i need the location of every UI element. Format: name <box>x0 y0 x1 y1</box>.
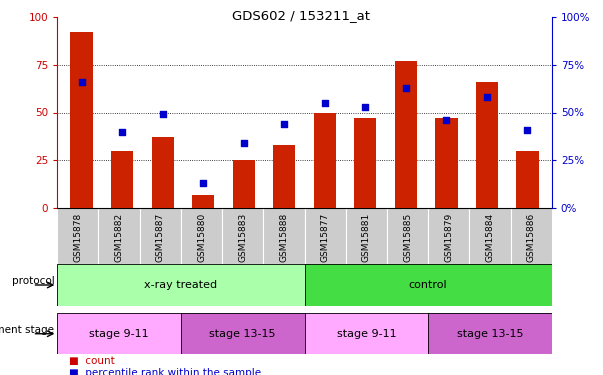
Text: GSM15880: GSM15880 <box>197 213 206 262</box>
Bar <box>305 264 552 306</box>
Text: ■  percentile rank within the sample: ■ percentile rank within the sample <box>69 368 262 375</box>
Text: GSM15885: GSM15885 <box>403 213 412 262</box>
Bar <box>222 208 264 264</box>
Text: GSM15879: GSM15879 <box>444 213 453 262</box>
Bar <box>435 118 458 208</box>
Text: GSM15886: GSM15886 <box>526 213 535 262</box>
Bar <box>273 145 295 208</box>
Bar <box>387 208 428 264</box>
Bar <box>511 208 552 264</box>
Text: GSM15878: GSM15878 <box>74 213 83 262</box>
Bar <box>305 313 428 354</box>
Point <box>523 127 532 133</box>
Bar <box>305 208 346 264</box>
Bar <box>151 137 174 208</box>
Point <box>320 100 330 106</box>
Bar <box>469 208 511 264</box>
Text: GSM15888: GSM15888 <box>279 213 288 262</box>
Bar <box>181 313 305 354</box>
Bar <box>314 112 336 208</box>
Bar <box>264 208 305 264</box>
Text: stage 13-15: stage 13-15 <box>209 329 276 339</box>
Text: x-ray treated: x-ray treated <box>144 280 218 290</box>
Bar <box>395 61 417 208</box>
Point <box>279 121 289 127</box>
Text: GSM15877: GSM15877 <box>321 213 330 262</box>
Text: GSM15882: GSM15882 <box>115 213 124 262</box>
Text: GSM15884: GSM15884 <box>485 213 494 262</box>
Bar <box>57 313 181 354</box>
Bar <box>111 151 133 208</box>
Text: GDS602 / 153211_at: GDS602 / 153211_at <box>233 9 370 22</box>
Text: control: control <box>409 280 447 290</box>
Point <box>361 104 370 110</box>
Bar <box>57 264 305 306</box>
Text: GSM15881: GSM15881 <box>362 213 371 262</box>
Point <box>482 94 491 100</box>
Bar <box>140 208 181 264</box>
Bar <box>476 82 498 208</box>
Bar <box>428 313 552 354</box>
Point <box>158 111 168 117</box>
Bar <box>346 208 387 264</box>
Bar <box>181 208 222 264</box>
Point <box>118 129 127 135</box>
Text: GSM15887: GSM15887 <box>156 213 165 262</box>
Text: stage 13-15: stage 13-15 <box>456 329 523 339</box>
Text: ■  count: ■ count <box>69 356 115 366</box>
Bar <box>233 160 255 208</box>
Bar <box>71 32 93 208</box>
Text: stage 9-11: stage 9-11 <box>336 329 396 339</box>
Bar <box>98 208 140 264</box>
Point <box>198 180 208 186</box>
Bar <box>516 151 538 208</box>
Text: protocol: protocol <box>11 276 54 286</box>
Text: stage 9-11: stage 9-11 <box>89 329 149 339</box>
Text: development stage: development stage <box>0 325 54 335</box>
Bar <box>57 208 98 264</box>
Point <box>441 117 451 123</box>
Bar <box>192 195 214 208</box>
Point <box>77 79 86 85</box>
Bar <box>354 118 376 208</box>
Text: GSM15883: GSM15883 <box>238 213 247 262</box>
Point <box>401 85 411 91</box>
Bar <box>428 208 469 264</box>
Point <box>239 140 248 146</box>
